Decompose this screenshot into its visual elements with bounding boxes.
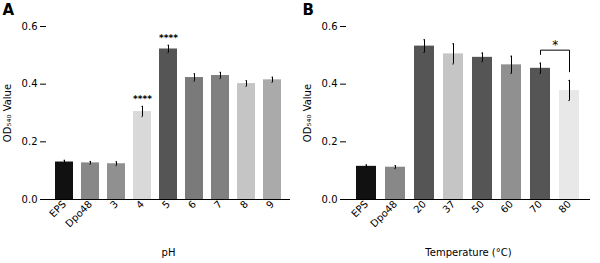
- svg-text:Dpo48: Dpo48: [63, 198, 94, 229]
- svg-text:0.0: 0.0: [22, 194, 38, 205]
- svg-text:0.2: 0.2: [322, 136, 338, 147]
- svg-text:0.6: 0.6: [22, 21, 38, 32]
- svg-text:B: B: [303, 1, 314, 19]
- svg-text:0.4: 0.4: [322, 78, 338, 89]
- svg-text:0.0: 0.0: [322, 194, 338, 205]
- svg-text:80: 80: [556, 198, 573, 215]
- svg-text:pH: pH: [162, 247, 176, 258]
- svg-text:6: 6: [186, 198, 198, 210]
- svg-text:Dpo48: Dpo48: [368, 198, 399, 229]
- svg-text:OD₅₄₀ Value: OD₅₄₀ Value: [2, 84, 13, 142]
- svg-text:OD₅₄₀ Value: OD₅₄₀ Value: [302, 84, 313, 142]
- svg-text:50: 50: [469, 198, 486, 215]
- svg-text:*: *: [552, 38, 558, 52]
- svg-text:20: 20: [411, 198, 428, 215]
- svg-text:****: ****: [159, 33, 178, 43]
- svg-text:EPS: EPS: [349, 198, 370, 219]
- svg-text:0.2: 0.2: [22, 136, 38, 147]
- svg-text:EPS: EPS: [47, 198, 68, 219]
- svg-text:4: 4: [134, 198, 146, 210]
- svg-text:A: A: [3, 1, 15, 19]
- svg-text:0.4: 0.4: [22, 78, 38, 89]
- svg-text:8: 8: [238, 198, 250, 210]
- svg-text:5: 5: [160, 198, 172, 210]
- svg-text:3: 3: [108, 198, 120, 210]
- svg-text:Temperature (°C): Temperature (°C): [424, 247, 511, 258]
- svg-text:7: 7: [212, 198, 224, 210]
- svg-text:60: 60: [498, 198, 515, 215]
- svg-text:0.6: 0.6: [322, 21, 338, 32]
- svg-text:9: 9: [264, 198, 276, 210]
- svg-text:70: 70: [527, 198, 544, 215]
- svg-text:****: ****: [133, 94, 152, 104]
- svg-text:37: 37: [440, 198, 457, 215]
